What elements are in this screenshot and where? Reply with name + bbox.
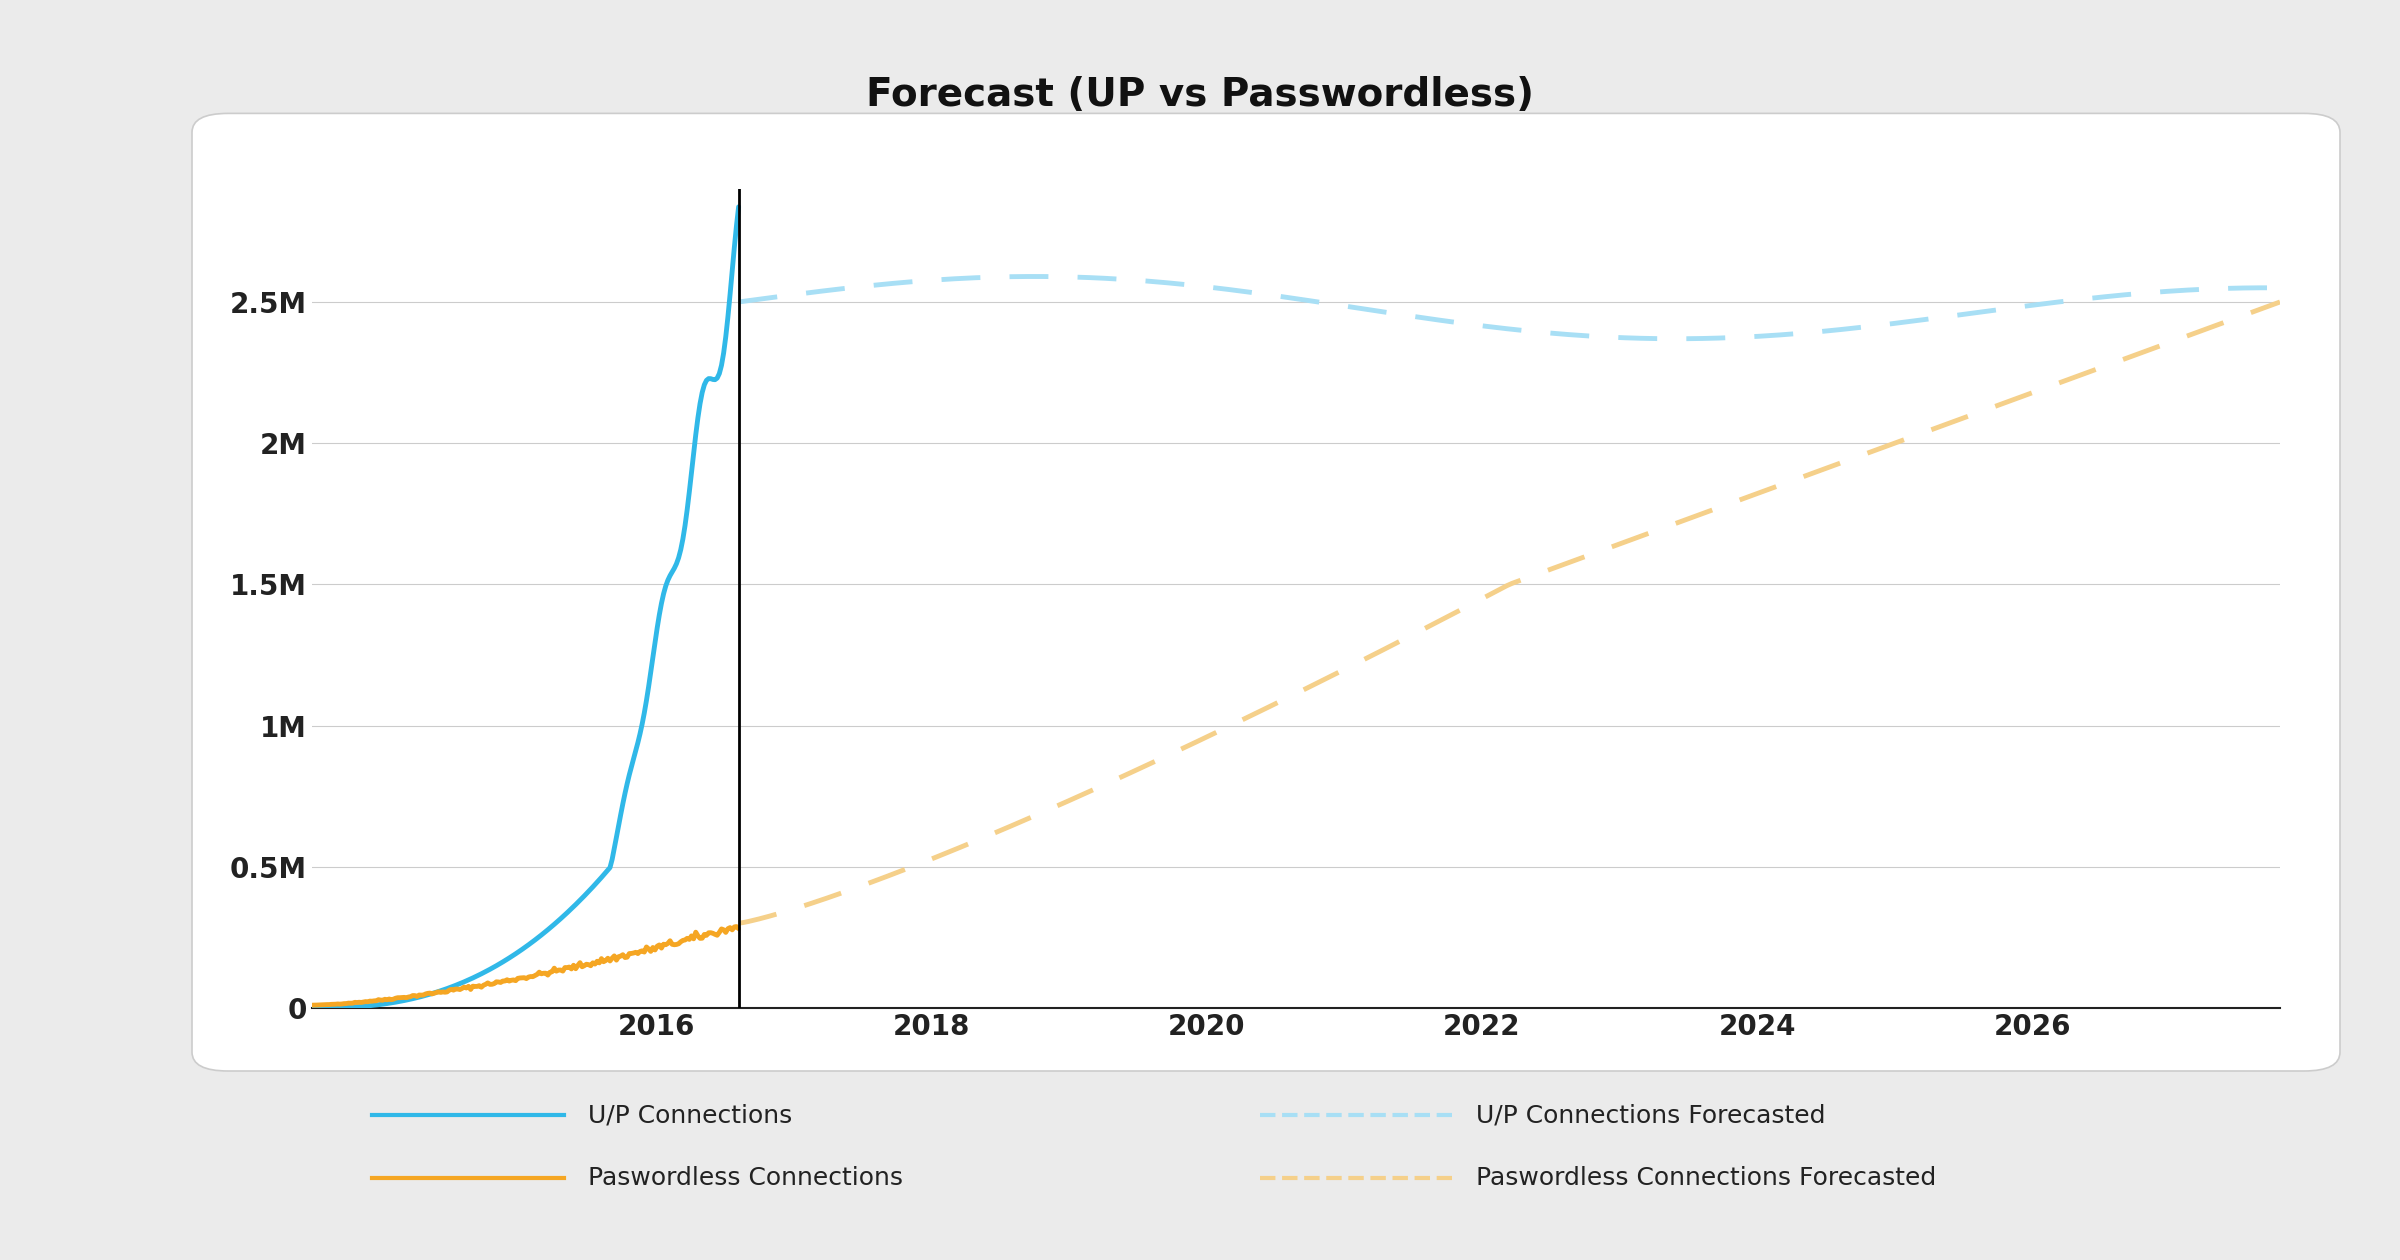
Text: U/P Connections Forecasted: U/P Connections Forecasted [1476,1102,1826,1128]
Text: Paswordless Connections: Paswordless Connections [588,1166,902,1191]
Text: Forecast (UP vs Passwordless): Forecast (UP vs Passwordless) [866,76,1534,113]
Text: Paswordless Connections Forecasted: Paswordless Connections Forecasted [1476,1166,1937,1191]
Text: U/P Connections: U/P Connections [588,1102,792,1128]
